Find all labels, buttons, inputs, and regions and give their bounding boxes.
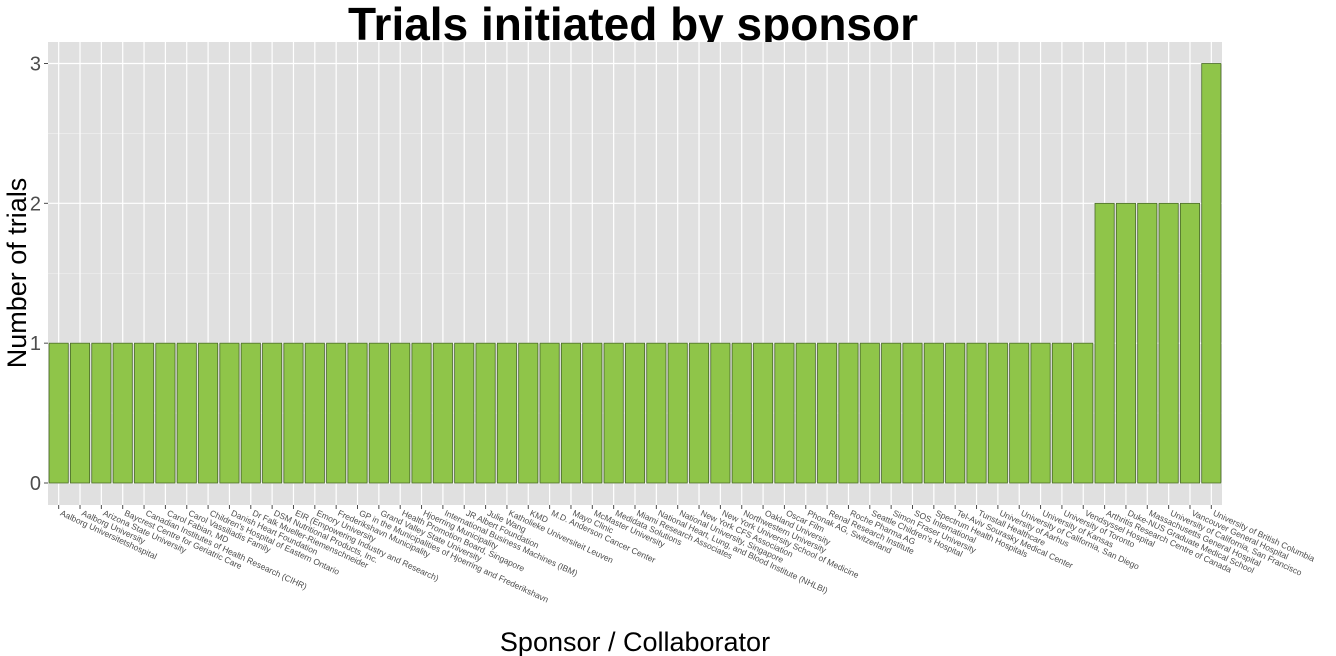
bar <box>155 342 176 484</box>
bar <box>689 342 710 484</box>
bar <box>1073 342 1094 484</box>
bar <box>753 342 774 484</box>
bar <box>966 342 987 484</box>
bar <box>176 342 197 484</box>
bar <box>496 342 517 484</box>
bar <box>817 342 838 484</box>
y-axis-title: Number of trials <box>2 178 32 369</box>
bar <box>539 342 560 484</box>
bar <box>1115 202 1136 484</box>
bar <box>1158 202 1179 484</box>
x-axis-title: Sponsor / Collaborator <box>500 627 770 656</box>
bar <box>774 342 795 484</box>
bar <box>1137 202 1158 484</box>
y-tick-label: 3 <box>30 54 41 76</box>
bar <box>48 342 69 484</box>
bar <box>518 342 539 484</box>
bar <box>454 342 475 484</box>
bar <box>219 342 240 484</box>
bar <box>304 342 325 484</box>
bar <box>411 342 432 484</box>
bar <box>475 342 496 484</box>
bar <box>582 342 603 484</box>
bar <box>70 342 91 484</box>
bar <box>432 342 453 484</box>
bar <box>112 342 133 484</box>
bar <box>795 342 816 484</box>
bar <box>240 342 261 484</box>
bar <box>390 342 411 484</box>
bar <box>945 342 966 484</box>
bar <box>1009 342 1030 484</box>
bar <box>603 342 624 484</box>
y-tick-label: 0 <box>30 473 41 495</box>
bar <box>368 342 389 484</box>
bar <box>1051 342 1072 484</box>
bar <box>667 342 688 484</box>
bar <box>560 342 581 484</box>
bar <box>283 342 304 484</box>
y-axis: 0 1 2 3 <box>30 54 48 495</box>
bar <box>134 342 155 484</box>
y-tick-label: 2 <box>30 193 41 215</box>
bar <box>987 342 1008 484</box>
bar <box>1094 202 1115 484</box>
bar <box>731 342 752 484</box>
bar <box>1030 342 1051 484</box>
bars <box>48 63 1222 484</box>
bar <box>838 342 859 484</box>
bar <box>347 342 368 484</box>
bar <box>923 342 944 484</box>
bar <box>1179 202 1200 484</box>
bar <box>91 342 112 484</box>
bar <box>326 342 347 484</box>
bar <box>262 342 283 484</box>
chart-title: Trials initiated by sponsor <box>348 0 918 50</box>
bar <box>1201 63 1222 484</box>
bar <box>881 342 902 484</box>
bar <box>710 342 731 484</box>
bar <box>646 342 667 484</box>
bar <box>198 342 219 484</box>
bar <box>624 342 646 484</box>
bar <box>859 342 880 484</box>
y-tick-label: 1 <box>30 333 41 355</box>
bar <box>902 342 923 484</box>
